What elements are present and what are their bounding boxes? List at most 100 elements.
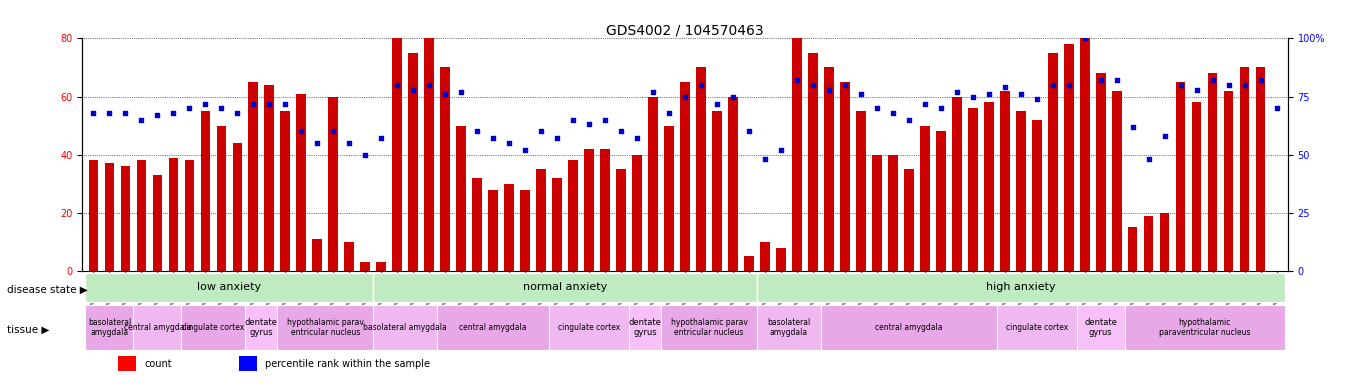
Point [403,86,425,93]
Bar [488,190,497,271]
Point [993,84,1015,90]
Bar [1256,68,1266,271]
Point [866,105,888,111]
Point [1010,91,1032,97]
Text: count: count [145,359,173,369]
Bar [344,242,353,271]
Bar [504,184,514,271]
Bar [873,155,882,271]
Point [1249,77,1271,83]
Point [658,110,680,116]
FancyBboxPatch shape [85,273,373,302]
Text: cingulate cortex: cingulate cortex [558,323,621,332]
Point [1026,96,1048,102]
Point [834,82,856,88]
Point [115,110,137,116]
Bar [1208,73,1218,271]
Bar [121,166,130,271]
Bar [408,53,418,271]
Bar [1032,120,1041,271]
Point [466,128,488,134]
Bar [89,161,99,271]
FancyBboxPatch shape [277,305,373,350]
Bar [729,96,738,271]
Bar [152,175,162,271]
FancyBboxPatch shape [758,273,1285,302]
Bar [233,143,242,271]
Text: high anxiety: high anxiety [986,282,1056,292]
Point [451,89,473,95]
Bar [216,126,226,271]
Point [1266,105,1288,111]
Point [514,147,536,153]
Point [1137,156,1159,162]
Point [754,156,775,162]
Bar [584,149,593,271]
Text: hypothalamic parav
entricular nucleus: hypothalamic parav entricular nucleus [286,318,363,337]
Point [274,101,296,107]
Text: cingulate cortex: cingulate cortex [182,323,244,332]
Point [562,117,584,123]
FancyBboxPatch shape [181,305,245,350]
Point [242,101,264,107]
Bar [118,356,137,371]
Point [882,110,904,116]
Bar [648,96,658,271]
Bar [825,68,834,271]
Bar [760,242,770,271]
Point [130,117,152,123]
Point [370,135,392,141]
Point [849,91,871,97]
Bar [552,178,562,271]
Point [770,147,792,153]
FancyBboxPatch shape [821,305,997,350]
Point [322,128,344,134]
Bar [456,126,466,271]
Title: GDS4002 / 104570463: GDS4002 / 104570463 [606,23,764,37]
Bar [888,155,897,271]
Point [499,140,521,146]
Point [1122,124,1144,130]
Point [1089,77,1111,83]
Bar [312,239,322,271]
Point [259,101,281,107]
Point [147,112,169,118]
Text: central amygdala: central amygdala [875,323,943,332]
Text: disease state ▶: disease state ▶ [7,285,88,295]
Bar [1160,213,1170,271]
Bar [1240,68,1249,271]
Bar [792,38,801,271]
Bar [1080,0,1089,271]
Bar [1144,216,1154,271]
FancyBboxPatch shape [1077,305,1125,350]
Text: basolateral
amygdala: basolateral amygdala [88,318,132,337]
Bar [1048,53,1058,271]
Point [482,135,504,141]
Text: percentile rank within the sample: percentile rank within the sample [266,359,430,369]
Bar [536,169,545,271]
Point [434,91,456,97]
FancyBboxPatch shape [660,305,758,350]
Bar [936,131,945,271]
Point [530,128,552,134]
Text: tissue ▶: tissue ▶ [7,325,49,335]
Text: dentate
gyrus: dentate gyrus [1084,318,1117,337]
Point [786,77,808,83]
FancyBboxPatch shape [245,305,277,350]
Bar [521,190,530,271]
Bar [632,155,641,271]
FancyBboxPatch shape [629,305,660,350]
Point [99,110,121,116]
Bar [185,161,195,271]
Point [690,82,712,88]
Point [1201,77,1223,83]
Bar [281,111,290,271]
Point [722,93,744,99]
Point [1185,86,1207,93]
Point [1106,77,1128,83]
Point [897,117,919,123]
FancyBboxPatch shape [1125,305,1285,350]
Bar [984,103,993,271]
FancyBboxPatch shape [997,305,1077,350]
Point [626,135,648,141]
